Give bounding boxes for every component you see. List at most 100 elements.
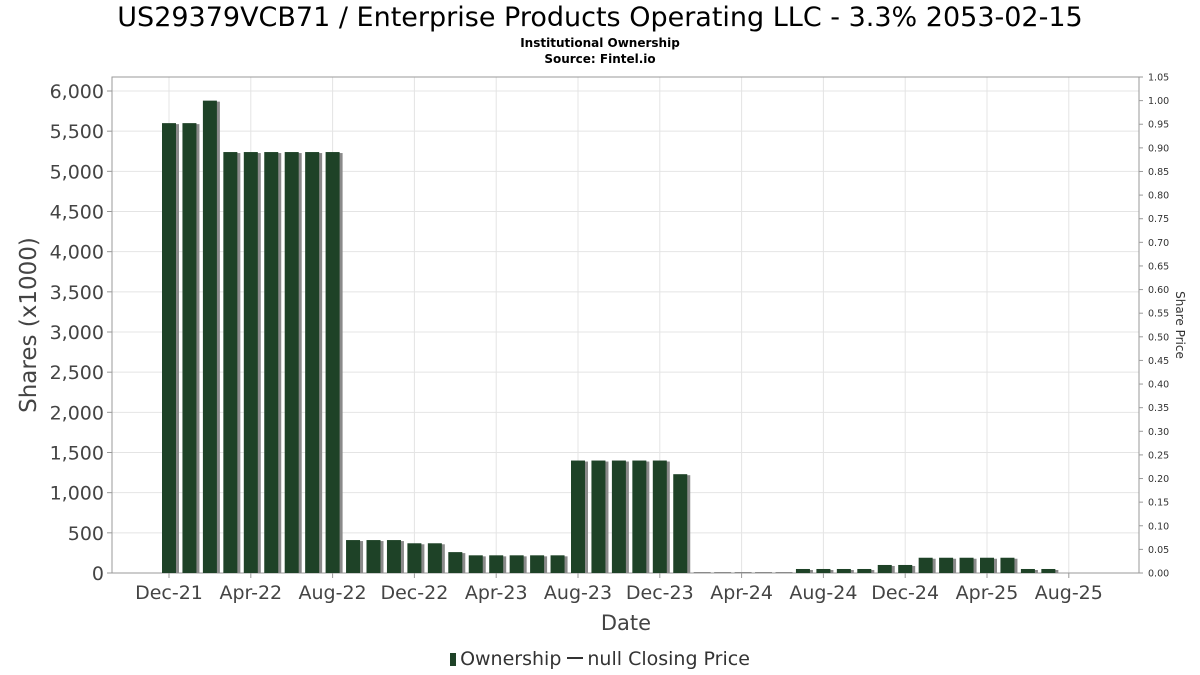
y2-tick-label: 0.10 — [1148, 521, 1169, 532]
y-tick-label: 3,500 — [50, 282, 104, 304]
y-axis-right: 0.00 0.05 0.10 0.15 0.20 0.25 0.30 0.35 0.40 0.45… — [1139, 73, 1169, 580]
x-tick-label: Aug-22 — [299, 582, 367, 604]
bar — [673, 474, 688, 573]
y-tick-label: 2,500 — [50, 362, 104, 384]
y2-tick-label: 0.55 — [1148, 309, 1169, 320]
y2-tick-label: 0.20 — [1148, 474, 1169, 485]
y2-tick-label: 0.95 — [1148, 120, 1169, 131]
x-axis: Dec-21 Apr-22 Aug-22 Dec-22 Apr-23 Aug-23 Dec-… — [135, 573, 1103, 604]
bar — [530, 555, 545, 573]
chart-subtitle-source: Source: Fintel.io — [544, 52, 656, 66]
x-tick-label: Dec-24 — [871, 582, 939, 604]
chart-title: US29379VCB71 / Enterprise Products Opera… — [117, 2, 1083, 33]
y2-tick-label: 0.35 — [1148, 403, 1169, 414]
bar — [243, 152, 258, 573]
bar — [468, 555, 483, 573]
bar — [305, 152, 320, 573]
y-tick-label: 2,000 — [50, 402, 104, 424]
bar — [877, 564, 892, 573]
y2-tick-label: 0.70 — [1148, 238, 1169, 249]
x-tick-label: Apr-24 — [710, 582, 773, 604]
bar — [489, 555, 504, 573]
grid-lines — [112, 77, 1139, 573]
y2-tick-label: 0.15 — [1148, 498, 1169, 509]
y2-tick-label: 0.80 — [1148, 191, 1169, 202]
bar — [939, 557, 954, 573]
y2-tick-label: 0.65 — [1148, 261, 1169, 272]
bar — [223, 152, 238, 573]
x-tick-label: Dec-21 — [135, 582, 203, 604]
bar — [264, 152, 279, 573]
x-tick-label: Dec-23 — [626, 582, 694, 604]
bar — [162, 123, 176, 573]
legend-ownership-label: Ownership — [460, 648, 562, 670]
bar-series-ownership — [162, 100, 1059, 573]
x-tick-label: Aug-25 — [1035, 582, 1103, 604]
bar — [448, 552, 463, 573]
bar — [346, 540, 361, 573]
y-axis-left: 0 500 1,000 1,500 2,000 2,500 3,000 3,500 4,000 4… — [50, 81, 112, 585]
y-axis-label: Shares (x1000) — [16, 237, 42, 413]
bar — [1020, 568, 1035, 573]
y2-tick-label: 0.25 — [1148, 450, 1169, 461]
y-tick-label: 0 — [92, 563, 104, 585]
y2-axis-label: Share Price — [1173, 291, 1187, 359]
y-tick-label: 1,500 — [50, 443, 104, 465]
legend-price-swatch — [567, 657, 584, 659]
legend-price-label: null Closing Price — [587, 648, 750, 670]
y-tick-label: 3,000 — [50, 322, 104, 344]
x-tick-label: Aug-24 — [789, 582, 857, 604]
y-tick-label: 500 — [68, 523, 104, 545]
bar — [386, 540, 401, 573]
bar — [182, 123, 197, 573]
y-tick-label: 5,500 — [50, 121, 104, 143]
bar — [571, 460, 585, 573]
y2-tick-label: 0.90 — [1148, 143, 1169, 154]
bar — [611, 460, 626, 573]
bar — [427, 543, 442, 573]
y2-tick-label: 0.45 — [1148, 356, 1169, 367]
bar — [980, 557, 994, 573]
y2-tick-label: 0.50 — [1148, 332, 1169, 343]
y2-tick-label: 0.05 — [1148, 545, 1169, 556]
bar — [325, 152, 340, 573]
bar — [1041, 568, 1056, 573]
bar — [836, 568, 851, 573]
x-tick-label: Apr-23 — [465, 582, 528, 604]
y2-tick-label: 0.00 — [1148, 569, 1169, 580]
legend-ownership-swatch — [450, 653, 457, 666]
bar — [509, 555, 524, 573]
bar — [959, 557, 974, 573]
chart-legend: Ownership null Closing Price — [0, 648, 1200, 670]
y2-tick-label: 0.30 — [1148, 427, 1169, 438]
bar — [284, 152, 299, 573]
y-tick-label: 4,000 — [50, 242, 104, 264]
x-tick-label: Apr-25 — [956, 582, 1019, 604]
y2-tick-label: 0.85 — [1148, 167, 1169, 178]
bar — [591, 460, 606, 573]
x-tick-label: Dec-22 — [380, 582, 448, 604]
bar — [407, 543, 422, 573]
y2-tick-label: 1.00 — [1148, 96, 1169, 107]
y2-tick-label: 0.60 — [1148, 285, 1169, 296]
y-tick-label: 4,500 — [50, 202, 104, 224]
bar — [366, 540, 381, 573]
bar — [652, 460, 667, 573]
y2-tick-label: 0.75 — [1148, 214, 1169, 225]
y2-tick-label: 1.05 — [1148, 73, 1169, 84]
x-axis-label: Date — [601, 611, 651, 635]
bar — [1000, 557, 1015, 573]
x-tick-label: Aug-23 — [544, 582, 612, 604]
chart-subtitle-ownership: Institutional Ownership — [520, 36, 680, 50]
y2-tick-label: 0.40 — [1148, 380, 1169, 391]
bar — [857, 568, 872, 573]
y-tick-label: 5,000 — [50, 161, 104, 183]
bar — [795, 568, 810, 573]
bar — [918, 557, 933, 573]
bar — [816, 568, 831, 573]
bar — [632, 460, 647, 573]
bar — [202, 100, 217, 573]
bar — [898, 564, 913, 573]
y-tick-label: 1,000 — [50, 483, 104, 505]
